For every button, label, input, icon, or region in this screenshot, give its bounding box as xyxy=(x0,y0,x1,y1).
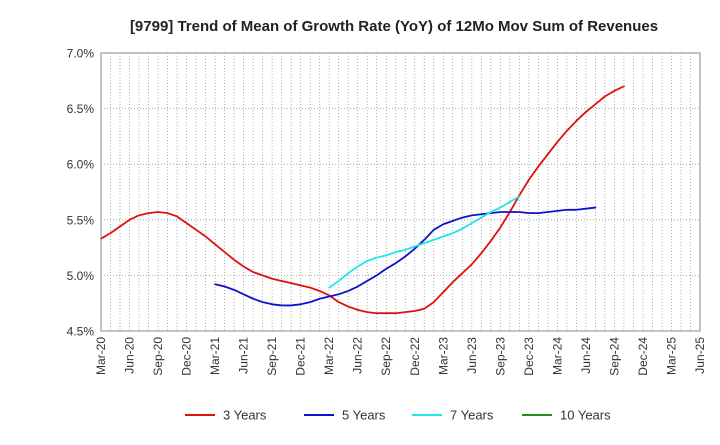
x-tick-label: Mar-25 xyxy=(664,337,678,375)
x-tick-label: Mar-20 xyxy=(94,337,108,375)
legend-label: 5 Years xyxy=(342,408,386,423)
x-tick-label: Sep-21 xyxy=(265,337,279,376)
x-tick-label: Jun-20 xyxy=(123,337,137,374)
x-tick-label: Jun-25 xyxy=(693,337,707,374)
grid-layer xyxy=(101,53,700,331)
x-tick-label: Dec-24 xyxy=(636,337,650,376)
x-tick-label: Sep-20 xyxy=(151,337,165,376)
series-layer xyxy=(100,85,625,315)
x-tick-label: Mar-23 xyxy=(436,337,450,375)
x-tick-label: Jun-23 xyxy=(465,337,479,374)
y-tick-label: 6.5% xyxy=(67,102,95,116)
plot-area xyxy=(101,53,700,331)
x-tick-label: Jun-21 xyxy=(237,337,251,374)
axis-layer: 4.5% 5.0% 5.5% 6.0% 6.5% 7.0% Mar-20 Jun-20 Sep-… xyxy=(67,47,707,376)
x-tick-label: Dec-21 xyxy=(294,337,308,376)
x-tick-label: Mar-21 xyxy=(208,337,222,375)
y-tick-label: 6.0% xyxy=(67,158,95,172)
chart-title: [9799] Trend of Mean of Growth Rate (YoY… xyxy=(130,18,658,35)
x-tick-label: Mar-22 xyxy=(322,337,336,375)
x-tick-label: Sep-24 xyxy=(607,337,621,376)
x-tick-label: Jun-22 xyxy=(351,337,365,374)
y-tick-label: 5.5% xyxy=(67,213,95,227)
x-tick-label: Jun-24 xyxy=(579,337,593,374)
x-tick-label: Dec-22 xyxy=(408,337,422,376)
series-line-5-years xyxy=(214,206,597,307)
legend-label: 7 Years xyxy=(450,408,494,423)
x-tick-label: Dec-20 xyxy=(180,337,194,376)
y-tick-label: 4.5% xyxy=(67,325,95,339)
x-tick-label: Sep-23 xyxy=(493,337,507,376)
x-tick-label: Sep-22 xyxy=(379,337,393,376)
plot-frame xyxy=(100,52,701,332)
x-tick-label: Dec-23 xyxy=(522,337,536,376)
series-line-7-years xyxy=(328,195,521,289)
x-tick-label: Mar-24 xyxy=(550,337,564,375)
legend-label: 10 Years xyxy=(560,408,611,423)
y-tick-label: 7.0% xyxy=(67,47,95,61)
y-tick-label: 5.0% xyxy=(67,269,95,283)
series-line-3-years xyxy=(100,85,625,315)
legend-label: 3 Years xyxy=(223,408,267,423)
legend: 3 Years 5 Years 7 Years 10 Years xyxy=(185,408,611,423)
